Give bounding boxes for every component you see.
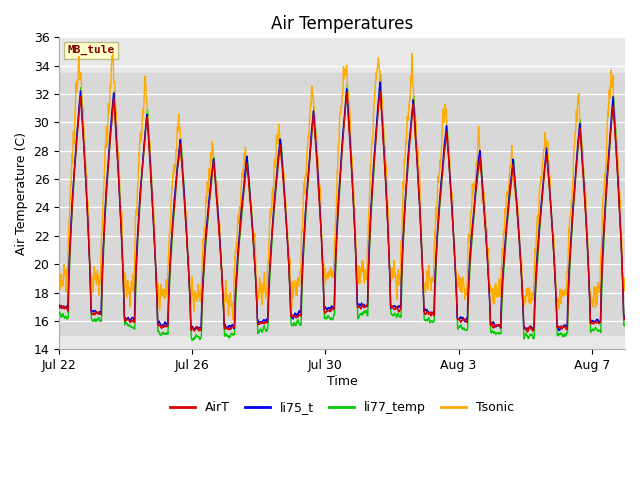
AirT	[243, 164, 251, 169]
Legend: AirT, li75_t, li77_temp, Tsonic: AirT, li75_t, li77_temp, Tsonic	[165, 396, 519, 419]
li77_temp	[244, 159, 252, 165]
li77_temp	[380, 140, 388, 146]
li75_t	[243, 157, 251, 163]
AirT	[524, 329, 531, 335]
Text: MB_tule: MB_tule	[68, 45, 115, 55]
Tsonic	[621, 288, 629, 294]
Tsonic	[229, 317, 237, 323]
Tsonic	[244, 162, 252, 168]
Tsonic	[513, 196, 521, 202]
li77_temp	[189, 337, 196, 343]
Title: Air Temperatures: Air Temperatures	[271, 15, 413, 33]
li77_temp	[377, 72, 385, 78]
li77_temp	[273, 178, 280, 184]
li75_t	[621, 316, 629, 322]
AirT	[273, 178, 280, 184]
Tsonic	[408, 51, 416, 57]
li75_t	[273, 174, 280, 180]
AirT	[513, 208, 521, 214]
AirT	[621, 317, 629, 323]
AirT	[55, 305, 63, 311]
li75_t	[380, 143, 388, 148]
Y-axis label: Air Temperature (C): Air Temperature (C)	[15, 132, 28, 255]
Line: li77_temp: li77_temp	[59, 75, 625, 340]
li75_t	[555, 327, 563, 333]
Bar	[59, 73, 625, 335]
Line: AirT: AirT	[59, 91, 625, 332]
X-axis label: Time: Time	[326, 375, 358, 388]
AirT	[372, 127, 380, 133]
Line: li75_t: li75_t	[59, 82, 625, 330]
Tsonic	[540, 147, 548, 153]
AirT	[380, 149, 388, 155]
Tsonic	[273, 140, 280, 145]
Tsonic	[373, 68, 381, 73]
Tsonic	[55, 269, 63, 275]
li77_temp	[540, 175, 548, 180]
li75_t	[55, 302, 63, 308]
li77_temp	[621, 322, 629, 327]
li77_temp	[373, 122, 381, 128]
Line: Tsonic: Tsonic	[59, 54, 625, 320]
li77_temp	[513, 208, 521, 214]
AirT	[540, 176, 548, 182]
li77_temp	[55, 310, 63, 315]
li75_t	[540, 173, 548, 179]
li75_t	[513, 204, 521, 210]
AirT	[376, 88, 384, 94]
li75_t	[376, 79, 384, 85]
li75_t	[372, 120, 380, 126]
Tsonic	[380, 131, 388, 136]
